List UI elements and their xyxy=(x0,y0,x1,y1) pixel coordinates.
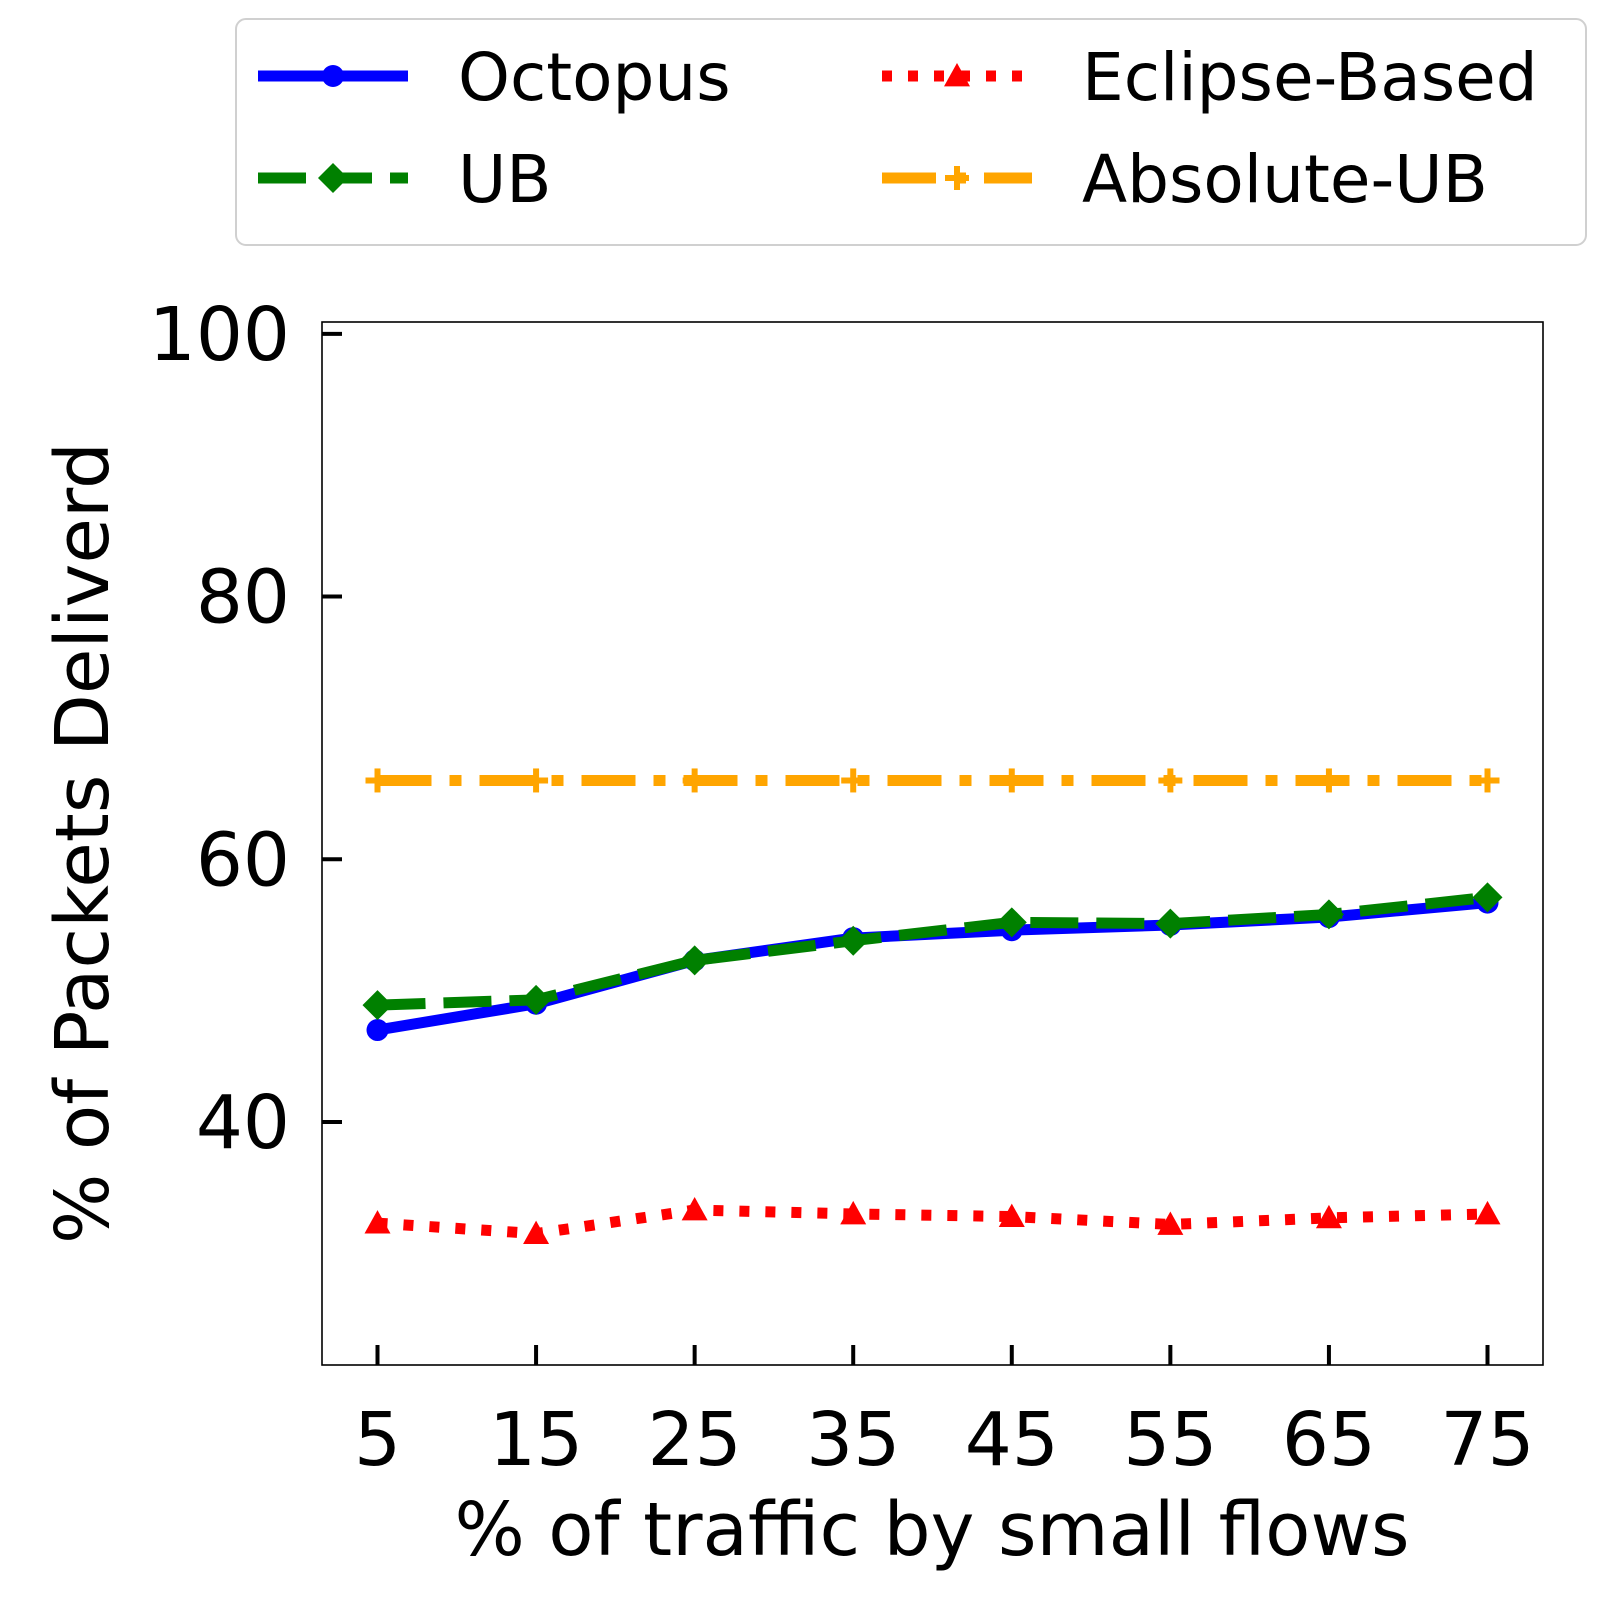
data-point-ub xyxy=(1155,908,1186,939)
data-point-ub xyxy=(1472,882,1503,913)
data-point-octopus xyxy=(366,1019,389,1042)
data-point-absolute-ub xyxy=(682,768,707,793)
data-point-eclipse-based xyxy=(998,1203,1025,1227)
x-tick-label: 65 xyxy=(1282,1397,1376,1483)
legend-marker xyxy=(944,63,970,87)
x-tick-label: 45 xyxy=(965,1397,1059,1483)
data-point-ub xyxy=(362,990,393,1021)
data-point-eclipse-based xyxy=(840,1200,867,1225)
series-eclipse-based xyxy=(364,1196,1501,1245)
data-point-absolute-ub xyxy=(999,768,1024,793)
legend-label: Octopus xyxy=(458,39,731,116)
legend-item-absolute-ub: Absolute-UB xyxy=(882,141,1488,218)
x-tick-label: 15 xyxy=(489,1397,583,1483)
series-line-eclipse-based xyxy=(377,1204,1488,1240)
legend-item-octopus: Octopus xyxy=(258,39,731,116)
legend-marker xyxy=(322,65,344,87)
data-point-ub xyxy=(1313,899,1344,930)
legend-label: Eclipse-Based xyxy=(1082,39,1538,116)
data-point-absolute-ub xyxy=(524,768,549,793)
y-tick-label: 100 xyxy=(149,292,290,378)
y-axis-label: % of Packets Deliverd xyxy=(40,442,126,1244)
x-tick-label: 5 xyxy=(354,1397,401,1483)
x-tick-label: 25 xyxy=(648,1397,742,1483)
legend-label: Absolute-UB xyxy=(1082,141,1488,218)
legend-label: UB xyxy=(458,141,552,218)
x-tick-label: 35 xyxy=(806,1397,900,1483)
data-point-eclipse-based xyxy=(1474,1200,1501,1225)
y-axis-ticks: 40 60 80 100 xyxy=(149,292,342,1166)
data-point-absolute-ub xyxy=(365,768,390,793)
data-point-absolute-ub xyxy=(1475,768,1500,793)
data-point-ub xyxy=(996,907,1027,938)
data-point-absolute-ub xyxy=(1316,768,1341,793)
data-point-eclipse-based xyxy=(681,1196,708,1221)
plot-frame xyxy=(321,321,1544,1366)
data-point-absolute-ub xyxy=(1158,768,1183,793)
plot-area: 40 60 80 100 5 15 25 35 45 55 65 75 xyxy=(149,292,1544,1483)
data-point-eclipse-based xyxy=(1157,1211,1184,1235)
series-layer xyxy=(362,768,1503,1245)
data-point-eclipse-based xyxy=(364,1210,391,1234)
x-tick-label: 75 xyxy=(1440,1397,1534,1483)
data-point-ub xyxy=(521,984,552,1015)
legend-item-eclipse-based: Eclipse-Based xyxy=(882,39,1538,116)
legend-marker xyxy=(945,166,969,190)
series-line-ub xyxy=(377,891,1489,1011)
data-point-eclipse-based xyxy=(1315,1204,1342,1229)
x-axis-label: % of traffic by small flows xyxy=(454,1487,1409,1573)
legend-frame xyxy=(235,18,1587,246)
y-tick-label: 40 xyxy=(196,1080,290,1166)
data-point-ub xyxy=(838,925,869,956)
legend: Octopus UB Eclipse-Based Absolute-UB xyxy=(235,18,1587,246)
x-axis-ticks: 5 15 25 35 45 55 65 75 xyxy=(354,1345,1535,1483)
data-point-eclipse-based xyxy=(523,1220,550,1245)
data-point-ub xyxy=(679,945,710,976)
series-absolute-ub xyxy=(365,768,1500,793)
legend-marker xyxy=(318,163,348,193)
legend-item-ub: UB xyxy=(258,141,552,218)
data-point-absolute-ub xyxy=(841,768,866,793)
x-tick-label: 55 xyxy=(1123,1397,1217,1483)
y-tick-label: 80 xyxy=(196,555,290,641)
y-tick-label: 60 xyxy=(196,817,290,903)
series-ub xyxy=(362,882,1503,1021)
